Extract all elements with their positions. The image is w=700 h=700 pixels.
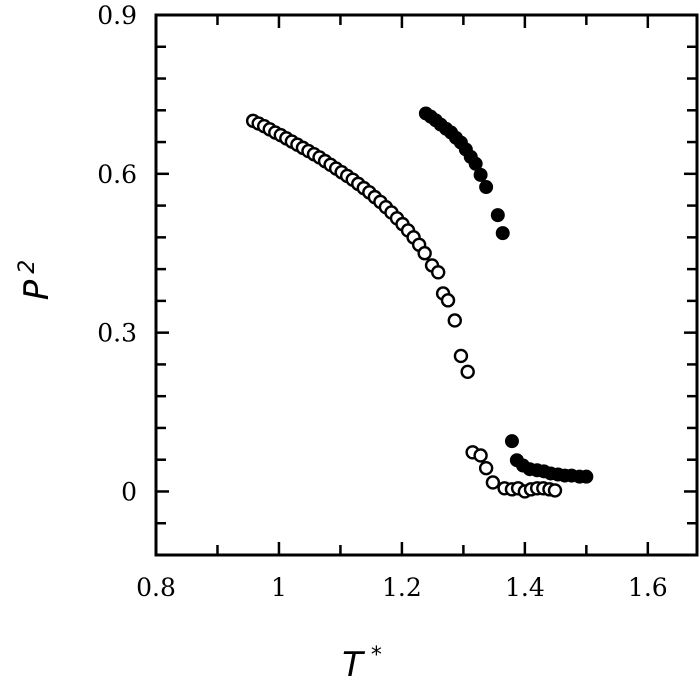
y-tick-label: 0.3	[97, 319, 137, 348]
data-point	[447, 313, 462, 328]
x-axis-title: T *	[342, 643, 382, 685]
x-tick-label: 1	[271, 573, 287, 602]
x-tick-label: 1.6	[628, 573, 668, 602]
data-point	[504, 434, 519, 449]
x-tick-label: 0.8	[136, 573, 176, 602]
data-point	[485, 475, 501, 490]
filled-circle-series	[418, 106, 594, 484]
data-point	[495, 226, 510, 241]
data-point	[460, 364, 475, 380]
y-tick-label: 0.6	[97, 160, 137, 189]
data-point	[440, 293, 456, 308]
data-point	[430, 265, 446, 280]
data-point	[490, 208, 505, 223]
data-point	[547, 483, 563, 498]
y-tick-label: 0.9	[97, 1, 137, 30]
data-series	[245, 106, 594, 499]
data-point	[478, 460, 494, 476]
data-point	[479, 180, 494, 195]
y-tick-label: 0	[121, 477, 137, 506]
axis-ticks	[156, 15, 697, 555]
data-point	[453, 348, 469, 364]
open-circle-series	[245, 113, 563, 499]
data-point	[417, 246, 432, 261]
x-tick-label: 1.2	[382, 573, 422, 602]
data-point	[473, 167, 488, 182]
plot-frame	[154, 13, 699, 557]
tick-labels: 0.8 1 1.2 1.4 1.6 0 0.3 0.6 0.9	[97, 1, 667, 602]
x-tick-label: 1.4	[505, 573, 545, 602]
data-point	[473, 448, 488, 463]
data-point	[579, 469, 594, 484]
y-axis-title: P2	[15, 260, 57, 301]
